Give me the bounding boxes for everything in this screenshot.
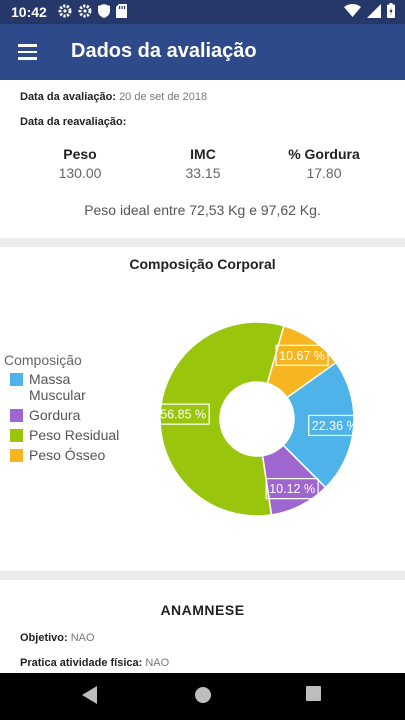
signal-icon (367, 3, 381, 18)
legend-swatch (10, 449, 23, 462)
navigation-bar (0, 673, 405, 720)
back-icon[interactable] (82, 686, 98, 704)
legend-item[interactable]: Massa Muscular (4, 371, 124, 403)
objective-row: Objetivo: NAO (20, 632, 95, 644)
metric-label: Peso (63, 146, 97, 162)
data-label-box (156, 403, 210, 425)
legend-title: Composição (4, 352, 82, 368)
metric-gordura: % Gordura 17.80 (264, 146, 384, 181)
page-title: Dados da avaliação (71, 40, 257, 62)
evaluation-card: Data da avaliação: 20 de set de 2018 Dat… (0, 80, 405, 238)
evaluation-date-value: 20 de set de 2018 (119, 91, 208, 103)
settings-icon (58, 4, 72, 18)
objective-label: Objetivo: (20, 632, 68, 644)
data-label-box (265, 478, 319, 500)
legend-label: Peso Ósseo (29, 447, 106, 463)
legend-item[interactable]: Peso Residual (4, 427, 124, 443)
legend-label: Massa Muscular (29, 371, 86, 403)
donut-chart[interactable]: 10.67 % 22.36 % 10.12 % 56.85 % (0, 247, 405, 571)
chart-legend: Composição Massa Muscular Gordura Peso R… (4, 352, 124, 467)
ideal-weight-text: Peso ideal entre 72,53 Kg e 97,62 Kg. (84, 202, 321, 218)
data-label: 22.36 % (312, 419, 358, 433)
metric-label: IMC (190, 146, 216, 162)
metric-peso: Peso 130.00 (20, 146, 140, 181)
status-bar: 10:42 (0, 0, 405, 24)
home-icon[interactable] (194, 686, 212, 704)
status-time: 10:42 (11, 4, 47, 20)
reevaluation-date-row: Data da reavaliação: (20, 116, 126, 128)
metric-label: % Gordura (288, 146, 360, 162)
wifi-icon (344, 3, 361, 17)
data-label: 56.85 % (160, 408, 206, 422)
data-label-box (275, 344, 329, 366)
data-label: 10.67 % (279, 349, 325, 363)
pie-slice[interactable] (282, 361, 355, 489)
legend-swatch (10, 409, 23, 422)
metric-value: 17.80 (306, 165, 342, 181)
menu-icon[interactable] (14, 38, 42, 66)
settings-icon-2 (78, 4, 92, 18)
metric-imc: IMC 33.15 (143, 146, 263, 181)
battery-icon (387, 3, 395, 18)
anamnese-title: ANAMNESE (160, 602, 245, 618)
legend-item[interactable]: Gordura (4, 407, 124, 423)
activity-row: Pratica atividade física: NAO (20, 657, 169, 669)
legend-swatch (10, 373, 23, 386)
composition-chart-card: Composição Corporal Composição Massa Mus… (0, 247, 405, 571)
shield-icon (98, 4, 110, 18)
pie-slice[interactable] (159, 321, 285, 517)
data-label: 10.12 % (269, 482, 315, 496)
legend-item[interactable]: Peso Ósseo (4, 447, 124, 463)
evaluation-date-label: Data da avaliação: (20, 91, 116, 103)
anamnese-card: ANAMNESE Objetivo: NAO Pratica atividade… (0, 580, 405, 674)
legend-swatch (10, 429, 23, 442)
data-label-box (308, 414, 362, 437)
recents-icon[interactable] (306, 686, 322, 703)
legend-label: Gordura (29, 407, 81, 423)
reevaluation-date-label: Data da reavaliação: (20, 116, 127, 128)
legend-label: Peso Residual (29, 427, 120, 443)
metric-value: 33.15 (185, 165, 221, 181)
evaluation-date-row: Data da avaliação: 20 de set de 2018 (20, 91, 207, 103)
metric-value: 130.00 (58, 165, 102, 181)
activity-value: NAO (145, 657, 170, 669)
sd-card-icon (116, 4, 127, 18)
objective-value: NAO (70, 632, 95, 644)
chart-title: Composição Corporal (129, 256, 276, 272)
app-bar: Dados da avaliação (0, 24, 405, 80)
activity-label: Pratica atividade física: (20, 657, 143, 669)
